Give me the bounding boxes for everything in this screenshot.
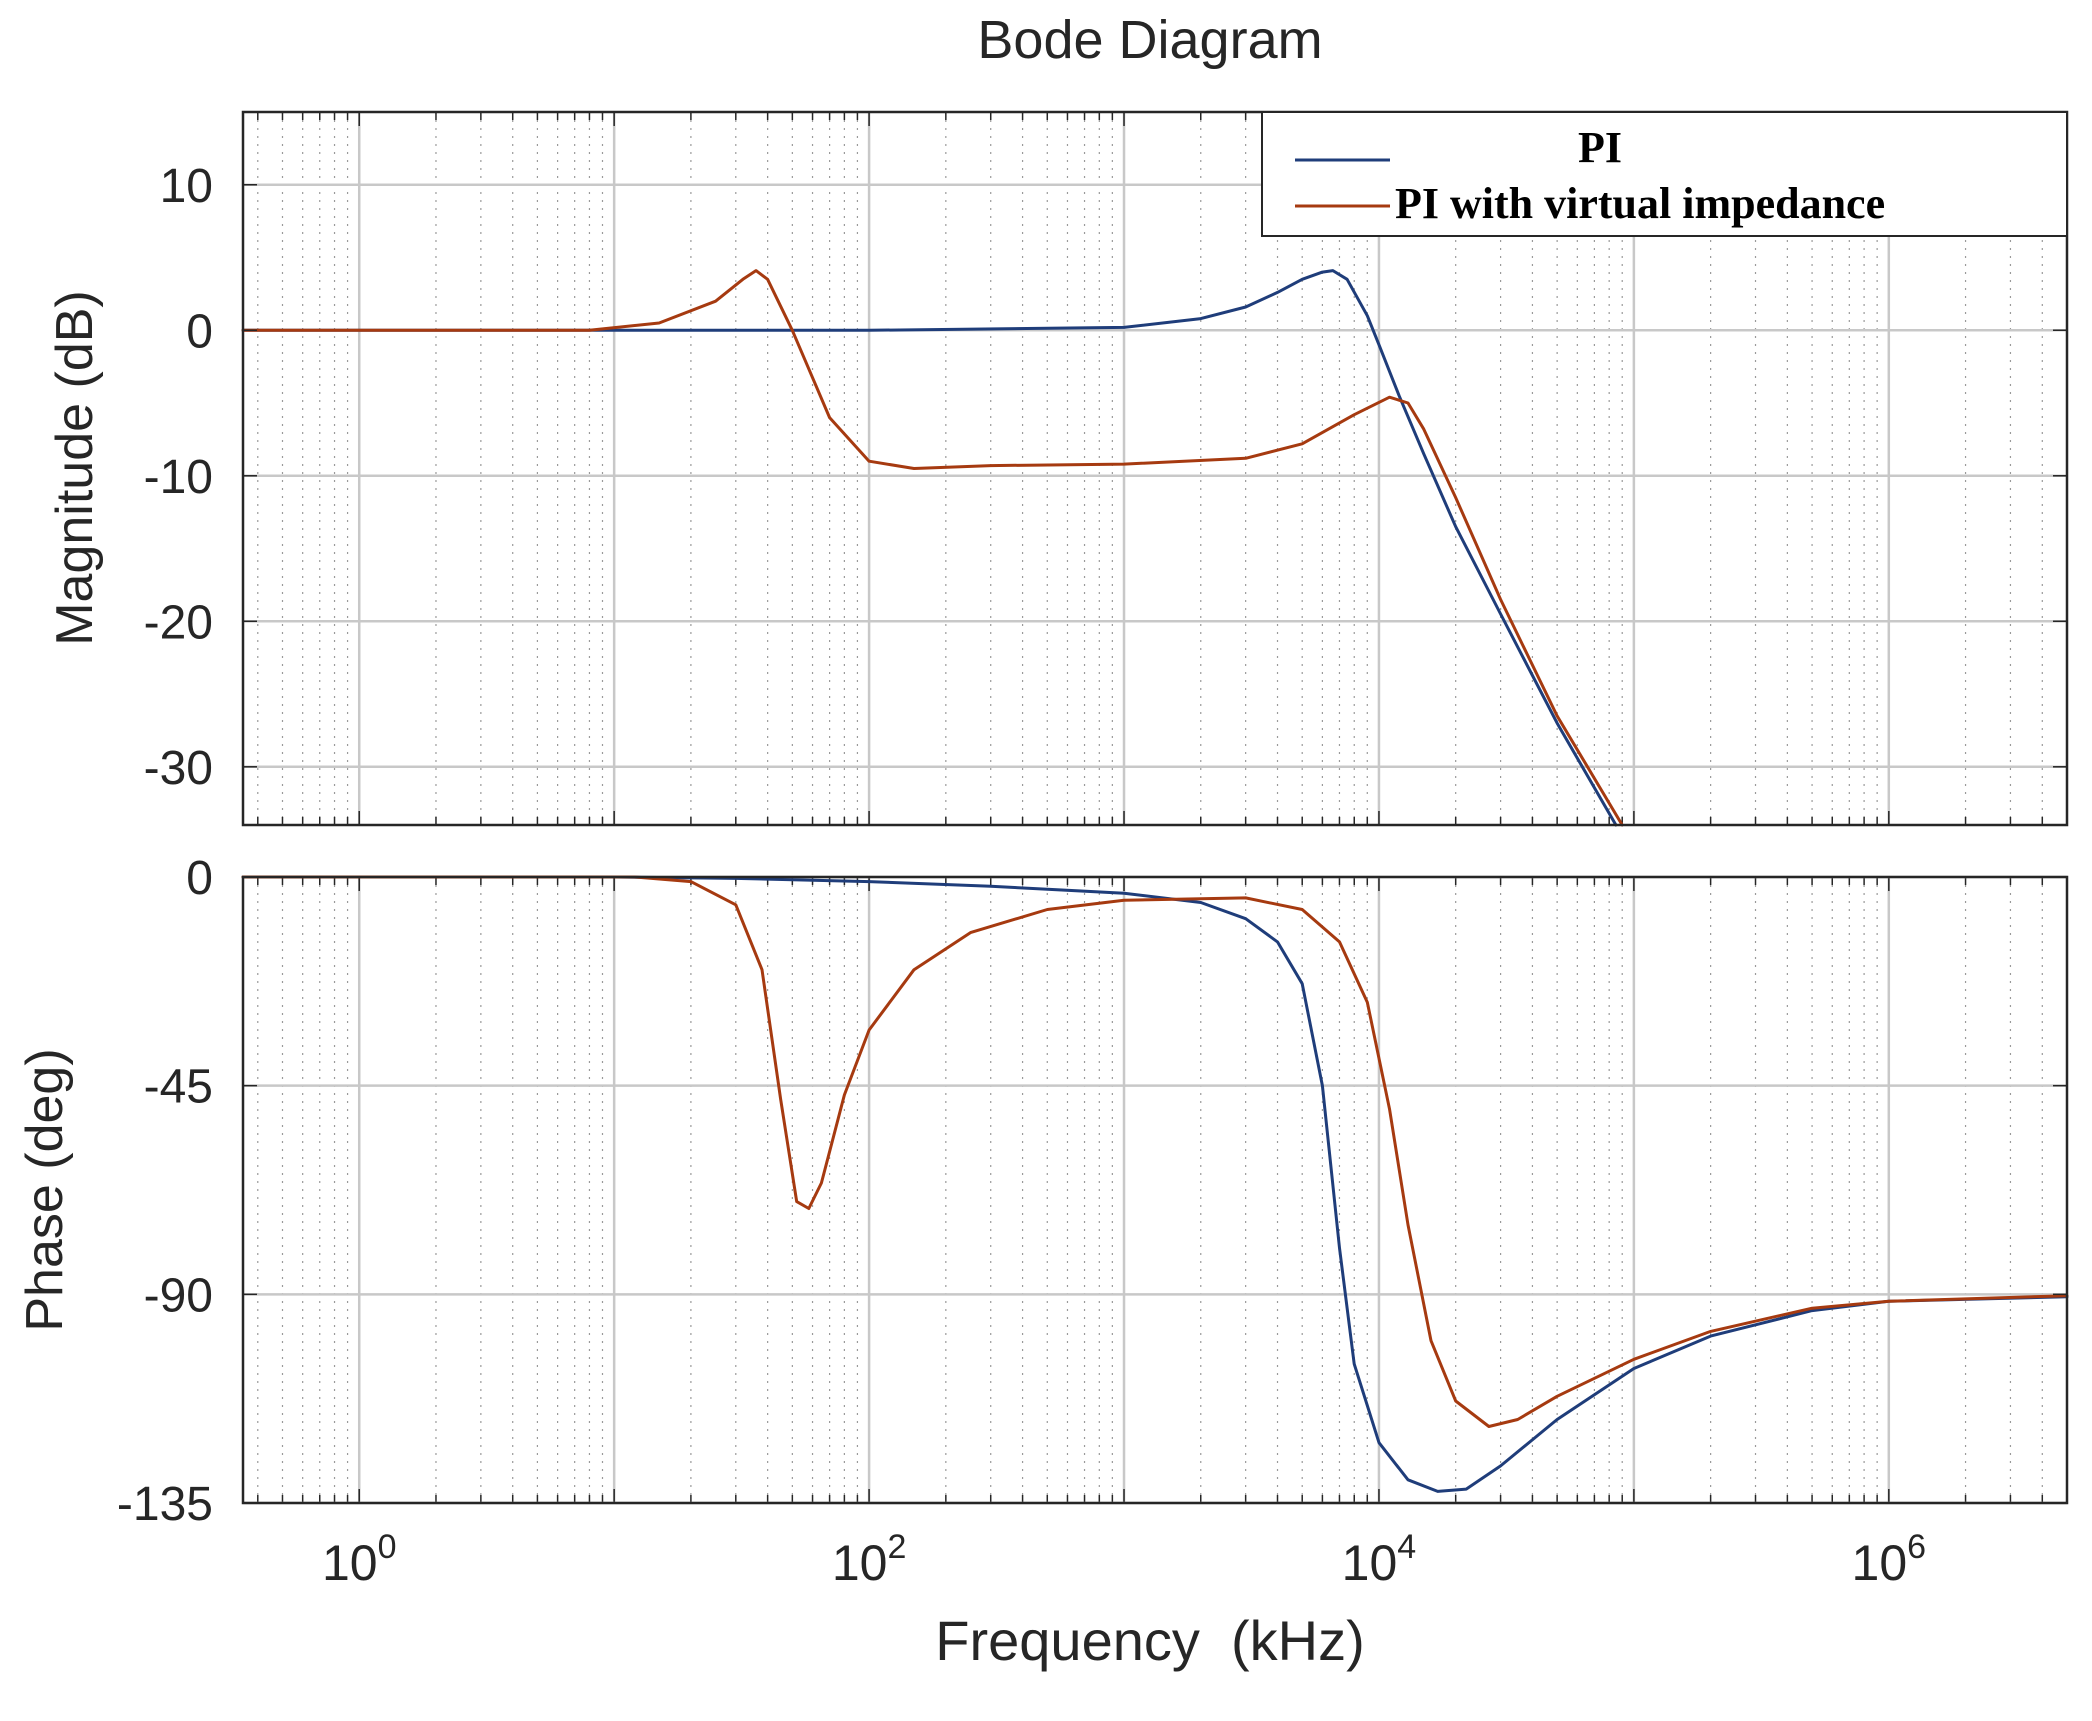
magnitude-y-tick-label: -30 <box>144 742 213 795</box>
phase-plot-area <box>243 877 2067 1503</box>
phase-y-ticks: 0 -45 -90 -135 <box>117 852 2067 1531</box>
phase-plot-frame <box>241 875 2069 1505</box>
phase-y-tick-label: -135 <box>117 1478 213 1531</box>
phase-y-tick-label: -90 <box>144 1269 213 1322</box>
x-tick-label: 100 <box>322 1528 397 1591</box>
magnitude-plot-frame <box>241 110 2069 827</box>
magnitude-series-pi-virtual-impedance <box>241 269 1624 827</box>
legend-label-pi: PI <box>1578 123 1622 172</box>
x-tick-labels: 100 102 104 106 <box>322 1528 1926 1591</box>
phase-y-tick-label: -45 <box>144 1061 213 1114</box>
magnitude-y-tick-label: 0 <box>186 305 213 358</box>
legend-label-pi-virtual-impedance: PI with virtual impedance <box>1395 179 1885 228</box>
phase-series-pi <box>241 875 2069 1493</box>
magnitude-y-tick-label: -10 <box>144 451 213 504</box>
phase-series <box>241 875 2069 1493</box>
x-tick-label: 106 <box>1852 1528 1927 1591</box>
phase-y-axis-label: Phase (deg) <box>16 1048 74 1331</box>
phase-y-tick-label: 0 <box>186 852 213 905</box>
magnitude-series <box>241 269 1624 827</box>
x-tick-label: 104 <box>1342 1528 1417 1591</box>
phase-series-pi-virtual-impedance <box>241 875 2069 1428</box>
magnitude-y-axis-label: Magnitude (dB) <box>46 290 104 646</box>
magnitude-series-pi <box>241 269 1618 827</box>
x-axis-label: Frequency (kHz) <box>935 1609 1364 1672</box>
phase-plot: 0 -45 -90 -135 <box>117 852 2069 1531</box>
legend-box <box>1261 111 2068 237</box>
legend: PI PI with virtual impedance <box>1261 111 2068 237</box>
magnitude-y-tick-label: 10 <box>160 160 213 213</box>
magnitude-y-tick-label: -20 <box>144 596 213 649</box>
x-tick-label: 102 <box>832 1528 907 1591</box>
chart-title: Bode Diagram <box>977 10 1322 70</box>
